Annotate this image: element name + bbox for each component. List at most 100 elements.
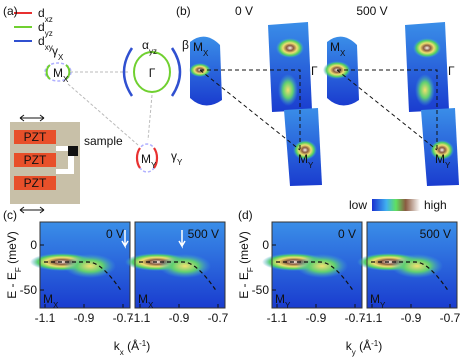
label-part: Y — [177, 158, 183, 167]
pzt-label: PZT — [24, 176, 47, 190]
label-part: Y — [285, 301, 291, 310]
label-part: α — [142, 38, 149, 52]
label-part: F — [14, 267, 23, 272]
label-part: Y — [151, 161, 157, 170]
point-label: Γ — [448, 64, 455, 78]
label-part: xy — [45, 43, 53, 52]
label-part: M — [330, 40, 340, 54]
voltage: 500 V — [188, 227, 219, 241]
label-part: F — [246, 267, 255, 272]
point-label: MY — [370, 292, 386, 310]
label-part: (meV) — [5, 231, 19, 267]
point-label: MY — [435, 152, 451, 170]
band-label: γY — [171, 149, 183, 167]
label-part: M — [53, 66, 63, 80]
x-tick-label: -0.9 — [169, 311, 190, 325]
colorbar-high: high — [424, 198, 447, 212]
legend-entry: dyz — [38, 20, 53, 38]
label-part: X — [340, 49, 346, 58]
point-label: MY — [141, 152, 157, 170]
label-part: k — [114, 339, 121, 353]
label-part: M — [193, 40, 203, 54]
label-part: E - E — [5, 272, 19, 299]
point-label: MX — [330, 40, 346, 58]
voltage: 500 V — [356, 4, 387, 18]
voltage: 0 V — [106, 227, 124, 241]
x-tick-label: -1.1 — [130, 311, 151, 325]
x-tick-label: -0.7 — [208, 311, 229, 325]
label-part: -1 — [371, 339, 379, 348]
voltage: 500 V — [420, 227, 451, 241]
point-label: Γ — [311, 64, 318, 78]
band-label: αyz — [142, 38, 157, 56]
label-part: d — [38, 34, 45, 48]
label-part: -1 — [139, 339, 147, 348]
label-part: (meV) — [237, 231, 251, 267]
label-part: M — [138, 292, 148, 306]
point-label: MX — [193, 40, 209, 58]
label-part: X — [53, 301, 59, 310]
x-tick-label: -0.9 — [74, 311, 95, 325]
y-tick-label: -50 — [252, 283, 270, 297]
label-part: k — [346, 339, 353, 353]
band-label: β — [182, 38, 189, 52]
y-axis-label: E - EF (meV) — [237, 231, 255, 299]
x-axis-label: kx (Å-1) — [114, 338, 150, 357]
voltage: 0 V — [235, 4, 253, 18]
x-tick-label: -1.1 — [362, 311, 383, 325]
label-part: γ — [171, 149, 177, 163]
label-part: X — [203, 49, 209, 58]
point-label: MX — [138, 292, 154, 310]
panel-label: (a) — [3, 4, 18, 18]
point-label: MY — [298, 152, 314, 170]
label-part: X — [63, 75, 69, 84]
x-tick-label: -0.9 — [306, 311, 327, 325]
layout — [10, 12, 459, 309]
x-tick-label: -0.7 — [345, 311, 366, 325]
x-axis-label: ky (Å-1) — [346, 338, 382, 357]
gamma-point: Γ — [149, 66, 156, 80]
label-part: xz — [45, 15, 53, 24]
label-part: yz — [149, 47, 157, 56]
label-part: M — [141, 152, 151, 166]
label-part: Y — [308, 161, 314, 170]
x-tick-label: -0.9 — [401, 311, 422, 325]
band-label: γX — [52, 44, 64, 62]
label-part: (Å — [356, 338, 371, 353]
label-part: ) — [378, 339, 382, 353]
label-part: Y — [380, 301, 386, 310]
label-part: (Å — [124, 338, 139, 353]
label-part: M — [43, 292, 53, 306]
legend-entry: dxy — [38, 34, 53, 52]
label-part: M — [370, 292, 380, 306]
label-part: ) — [146, 339, 150, 353]
label-part: M — [435, 152, 445, 166]
x-tick-label: -0.7 — [113, 311, 134, 325]
label-part: M — [298, 152, 308, 166]
y-axis-label: E - EF (meV) — [5, 231, 23, 299]
sample-label: sample — [84, 134, 123, 148]
x-tick-label: -0.7 — [440, 311, 461, 325]
panel-label: (b) — [176, 4, 191, 18]
panel-label: (c) — [3, 208, 17, 222]
label-part: d — [38, 6, 45, 20]
label-part: X — [58, 53, 64, 62]
point-label: MX — [53, 66, 69, 84]
y-tick-label: 0 — [262, 238, 269, 252]
voltage: 0 V — [338, 227, 356, 241]
colorbar-low: low — [349, 198, 367, 212]
pzt-label: PZT — [24, 130, 47, 144]
label-part: γ — [52, 44, 58, 58]
point-label: MX — [43, 292, 59, 310]
label-part: X — [148, 301, 154, 310]
label-part: Y — [445, 161, 451, 170]
label-part: d — [38, 20, 45, 34]
label-part: x — [120, 348, 124, 357]
x-tick-label: -1.1 — [267, 311, 288, 325]
pzt-label: PZT — [24, 153, 47, 167]
label-part: y — [352, 348, 356, 357]
label-part: M — [275, 292, 285, 306]
label-part: E - E — [237, 272, 251, 299]
panel-label: (d) — [238, 208, 253, 222]
y-tick-label: -50 — [20, 283, 38, 297]
